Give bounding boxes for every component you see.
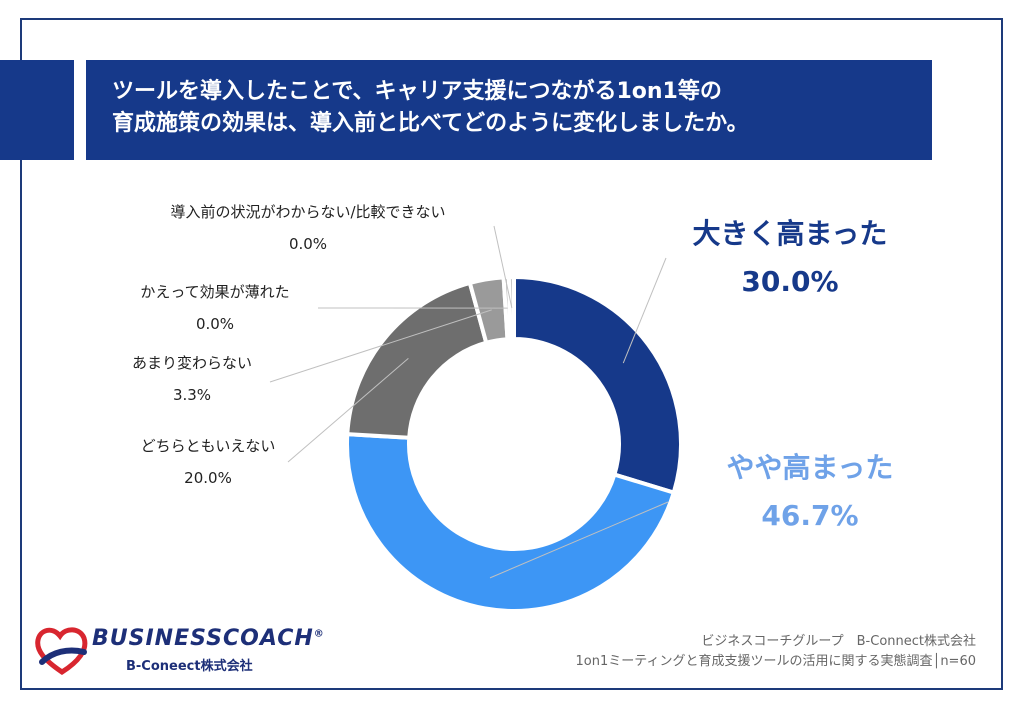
source-line-2: 1on1ミーティングと育成支援ツールの活用に関する実態調査│n=60 xyxy=(575,654,976,669)
donut-slice-1 xyxy=(345,432,677,613)
label-category-1: やや高まった 46.7% xyxy=(680,448,940,536)
leader-line-1 xyxy=(489,501,669,579)
label-category-0-value: 30.0% xyxy=(741,265,839,298)
label-category-4-value: 0.0% xyxy=(195,315,235,333)
label-category-0: 大きく高まった 30.0% xyxy=(650,214,930,302)
company-logo: BUSINESSCOACH® B-Coneect株式会社 xyxy=(34,622,324,680)
logo-name: BUSINESSCOACH® xyxy=(92,626,325,651)
leader-line-5 xyxy=(493,225,513,309)
donut-slice-2 xyxy=(345,280,489,440)
title-accent-block xyxy=(0,60,74,160)
source-note: ビジネスコーチグループ B-Connect株式会社 1on1ミーティングと育成支… xyxy=(576,632,976,672)
label-category-4-name: かえって効果が薄れた xyxy=(140,283,290,301)
leader-line-0 xyxy=(622,257,667,364)
label-category-3: あまり変わらない 3.3% xyxy=(92,353,292,405)
question-title: ツールを導入したことで、キャリア支援につながる1on1等の 育成施策の効果は、導… xyxy=(86,60,932,160)
label-category-1-value: 46.7% xyxy=(761,499,859,532)
donut-slice-0 xyxy=(512,274,683,496)
label-category-2-value: 20.0% xyxy=(184,469,232,487)
label-category-5-name: 導入前の状況がわからない/比較できない xyxy=(170,203,446,221)
title-line-1: ツールを導入したことで、キャリア支援につながる1on1等の xyxy=(112,79,722,104)
label-category-3-value: 3.3% xyxy=(172,386,212,404)
label-category-5-value: 0.0% xyxy=(288,235,328,253)
label-category-0-name: 大きく高まった xyxy=(692,217,888,250)
slide-frame xyxy=(20,18,1003,690)
label-category-5: 導入前の状況がわからない/比較できない 0.0% xyxy=(128,202,488,254)
source-line-1: ビジネスコーチグループ B-Connect株式会社 xyxy=(701,634,976,649)
label-category-4: かえって効果が薄れた 0.0% xyxy=(112,282,318,334)
leader-line-2 xyxy=(287,357,409,463)
label-category-1-name: やや高まった xyxy=(726,451,894,484)
label-category-2-name: どちらともいえない xyxy=(140,437,276,455)
label-category-3-name: あまり変わらない xyxy=(131,354,252,372)
title-line-2: 育成施策の効果は、導入前と比べてどのように変化しましたか。 xyxy=(112,111,749,136)
leader-line-3 xyxy=(269,309,492,383)
logo-company: B-Coneect株式会社 xyxy=(126,659,253,674)
label-category-2: どちらともいえない 20.0% xyxy=(98,436,318,488)
heart-logo-icon xyxy=(35,627,88,675)
